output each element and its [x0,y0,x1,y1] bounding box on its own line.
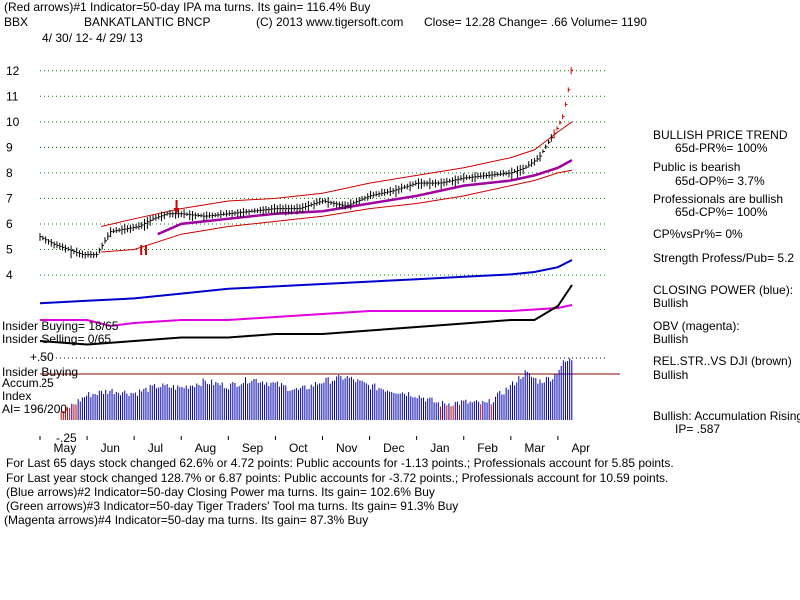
x-tick-label: Jul [148,441,163,455]
axis-labels: 4 5 6 7 8 9 10 11 12 May Jun Jul Aug Sep Oct Nov Dec Jan F… [6,64,590,455]
obv-line [40,304,573,328]
pro-label: Professionals are bullish [653,192,784,206]
y-tick-label: 7 [6,191,13,205]
relstr-label: REL.STR..VS DJI (brown) [653,354,792,368]
x-tick-label: Aug [195,441,216,455]
accum-label: Accum. [2,376,43,390]
signal-arrows [140,200,180,255]
y-tick-label: 8 [6,166,13,180]
insider-selling: Insider Selling= 0/65 [2,332,112,346]
indicator-3-caption: (Green arrows)#3 Indicator=50-day Tiger … [6,499,459,513]
accum-level-top: +.50 [30,350,54,364]
accum-index-bars [40,357,620,420]
lower-band-line [101,169,573,253]
cpvspr-value: CP%vsPr%= 0% [653,227,743,241]
y-tick-label: 10 [6,115,20,129]
red-down-arrow [173,208,180,214]
x-tick-label: Jan [430,441,449,455]
moving-average-line [157,159,573,236]
band-lines [101,121,573,253]
insider-buying-2: Insider Buying [2,365,79,379]
x-tick-label: Jun [101,441,120,455]
x-tick-label: Oct [289,441,308,455]
y-tick-label: 12 [6,64,20,78]
x-tick-label: Nov [336,441,357,455]
ai-score: AI= 196/200 [2,402,68,416]
x-tick-label: Mar [524,441,545,455]
x-tick-label: Apr [571,441,590,455]
closing-power-line [39,259,573,305]
insider-buying: Insider Buying= 18/65 [2,319,119,333]
obv-label: OBV (magenta): [653,319,740,333]
pr-value: 65d-PR%= 100% [675,141,768,155]
footer-1-year: For Last year stock changed 128.7% or 6.… [6,471,669,485]
company-name: BANKATLANTIC BNCP [84,15,211,29]
closing-power-label: CLOSING POWER (blue): [653,283,794,297]
price-bars [39,67,574,259]
copyright: (C) 2013 www.tigersoft.com [256,15,404,29]
y-tick-label: 11 [6,89,19,103]
y-tick-label: 6 [6,217,13,231]
upper-band-line [101,121,573,227]
index-label: Index [2,389,32,403]
relstr-value: Bullish [653,368,689,382]
op-value: 65d-OP%= 3.7% [675,174,765,188]
indicator-1-caption: (Red arrows)#1 Indicator=50-day IPA ma t… [4,0,371,14]
x-tick-label: Feb [477,441,498,455]
indicator-lines [39,259,573,346]
indicator-2-caption: (Blue arrows)#2 Indicator=50-day Closing… [6,485,435,499]
x-tick-label: Sep [242,441,264,455]
rel-str-line [39,284,573,346]
ip-value: IP= .587 [675,422,721,436]
x-tick-label: May [54,441,77,455]
footer-65-day: For Last 65 days stock changed 62.6% or … [6,456,674,470]
public-label: Public is bearish [653,160,741,174]
y-tick-label: 9 [6,140,13,154]
date-range: 4/ 30/ 12- 4/ 29/ 13 [42,31,143,45]
trend-title: BULLISH PRICE TREND [653,128,788,142]
accum-rising-label: Bullish: Accumulation Rising [653,409,800,423]
y-tick-label: 5 [6,242,13,256]
indicator-4-caption: (Magenta arrows)#4 Indicator=50-day ma t… [4,513,369,527]
x-tick-label: Dec [383,441,404,455]
strength-value: Strength Profess/Pub= 5.2 [653,251,795,265]
cp-value: 65d-CP%= 100% [675,205,768,219]
ticker-symbol: BBX [4,15,29,29]
quote-summary: Close= 12.28 Change= .66 Volume= 1190 [424,15,647,29]
obv-value: Bullish [653,332,689,346]
y-tick-label: 4 [6,268,13,282]
accum-level-bottom: -.25 [56,431,77,445]
closing-power-value: Bullish [653,296,689,310]
